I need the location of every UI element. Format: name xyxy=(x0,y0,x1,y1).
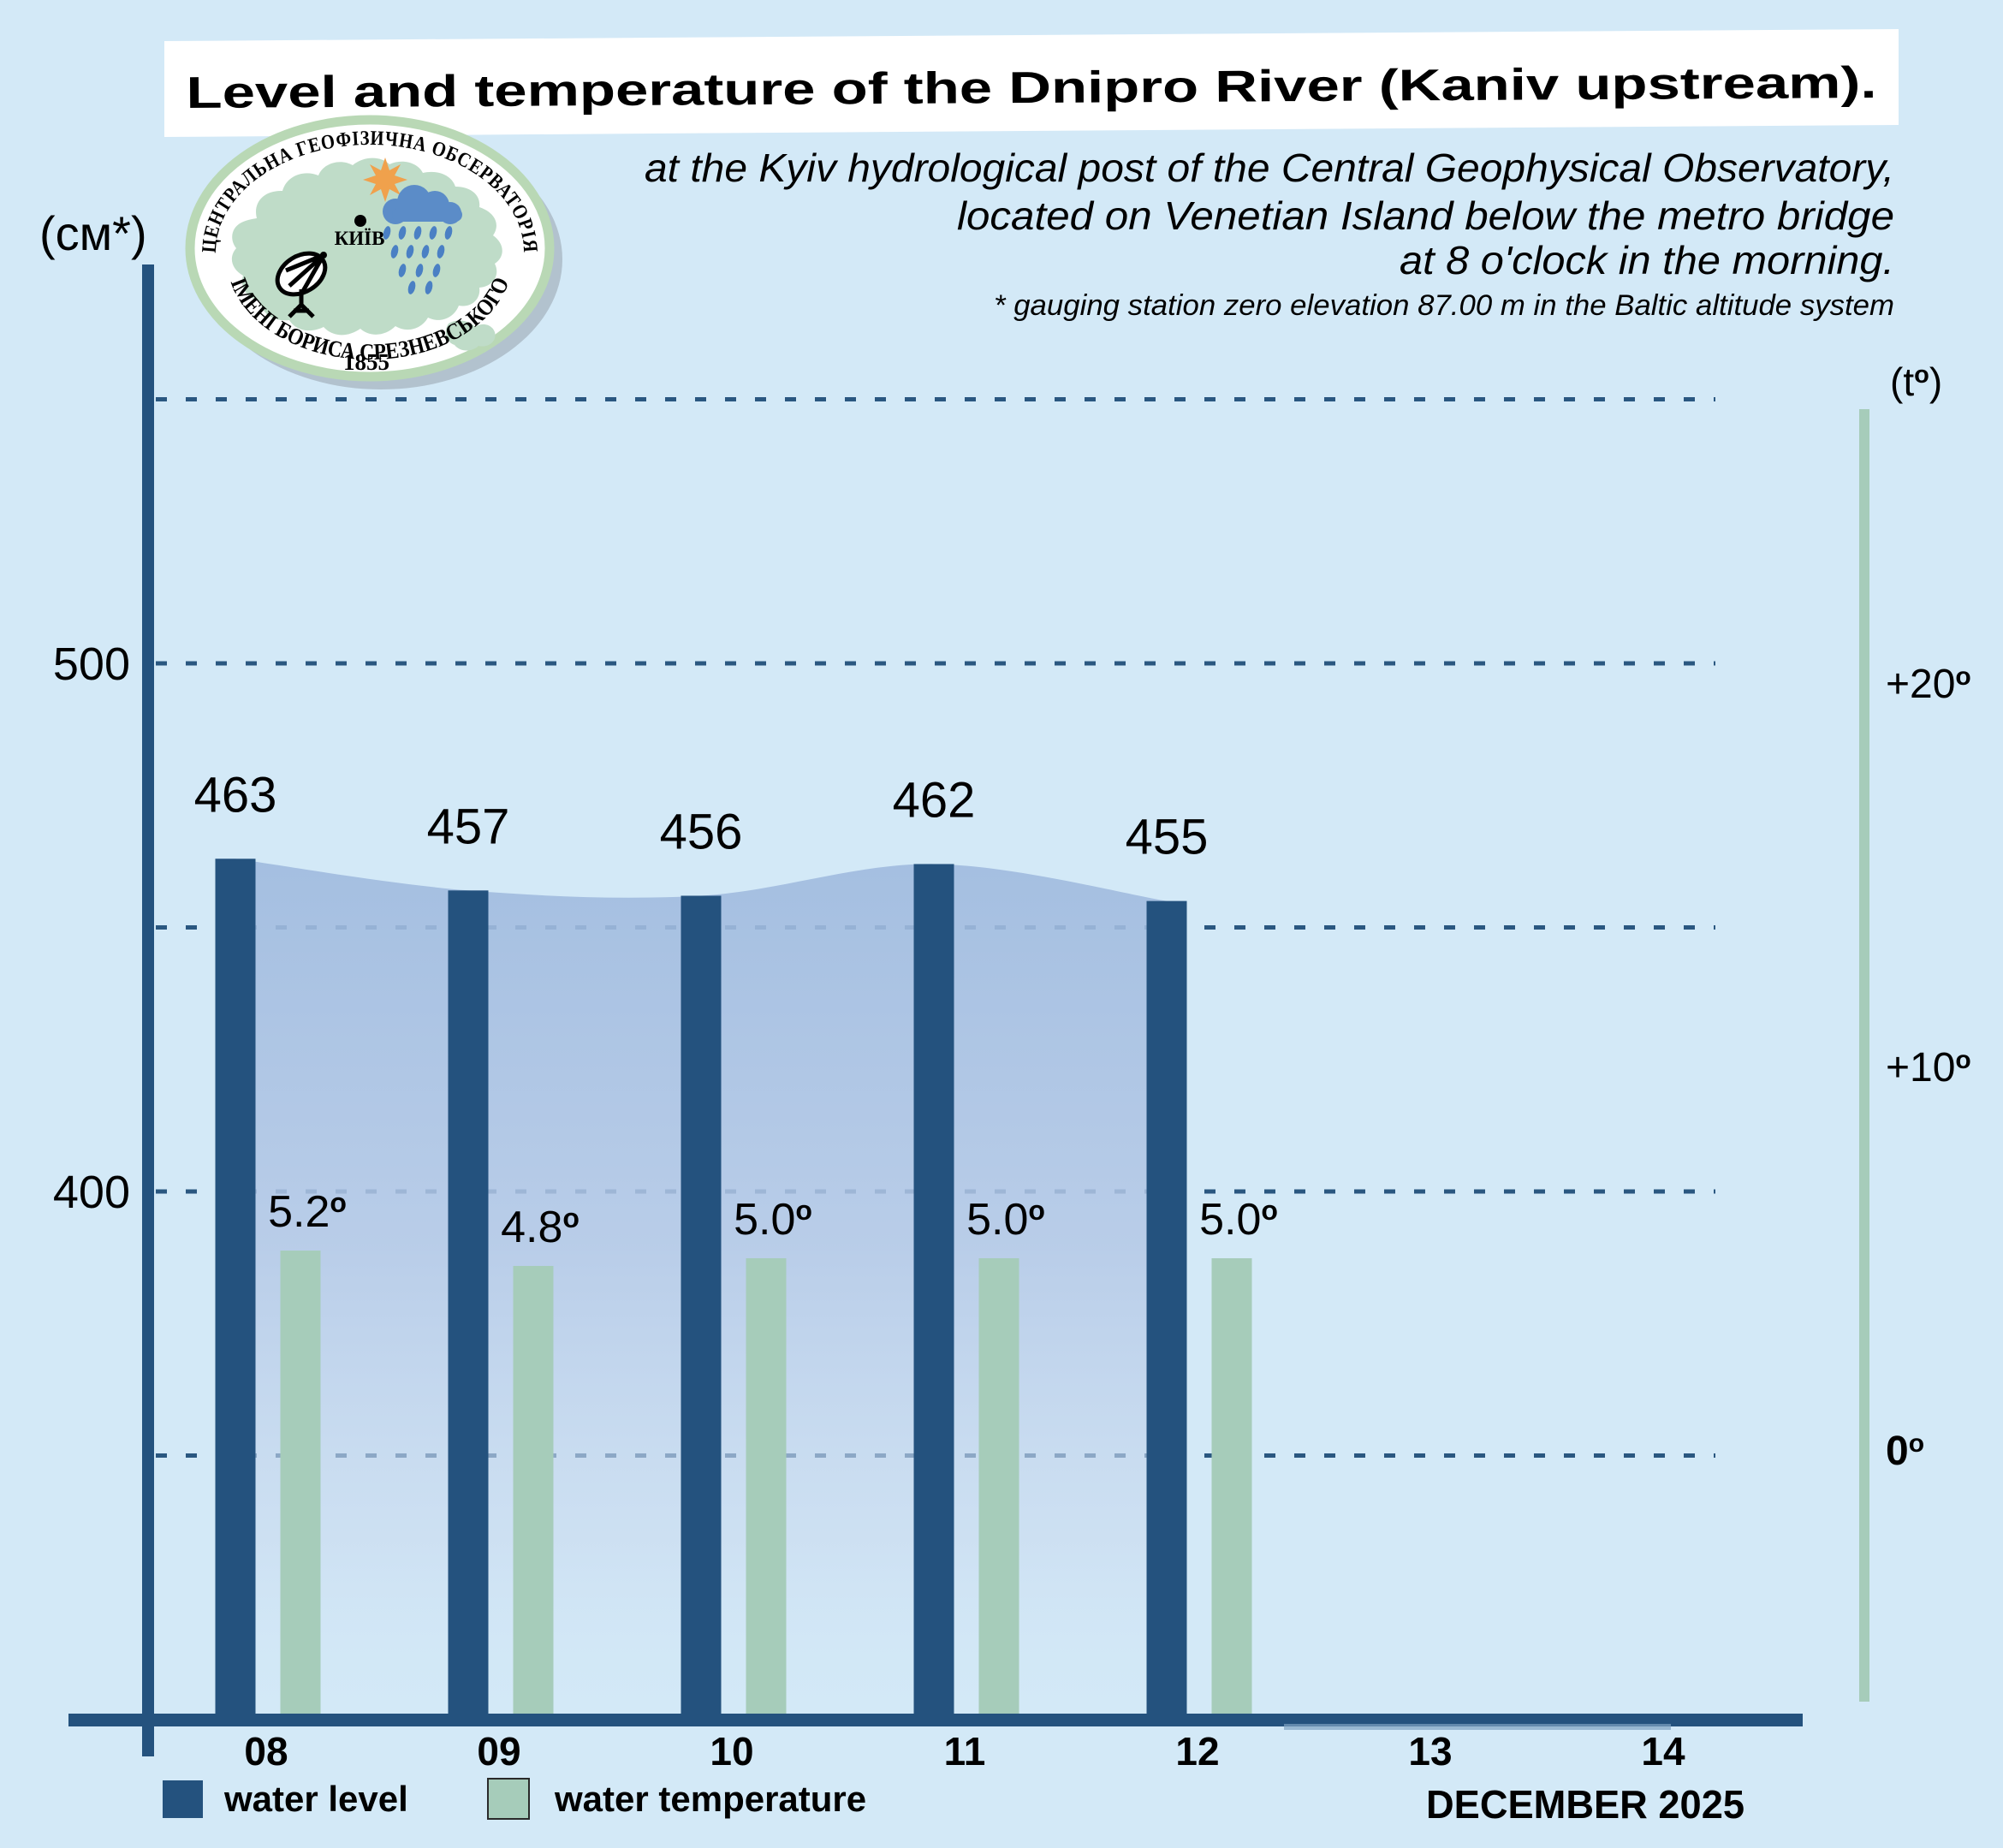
rain-drop xyxy=(429,226,437,240)
level-axis-unit: (см*) xyxy=(39,206,147,260)
rain-cloud-icon xyxy=(383,185,462,294)
kyiv-label: КИЇВ xyxy=(335,228,385,249)
rain-drops-icon xyxy=(383,226,453,294)
water-temperature-bar-10 xyxy=(746,1258,787,1720)
rain-drop xyxy=(421,245,430,258)
rain-drop xyxy=(398,264,407,277)
rain-drop xyxy=(407,281,416,294)
level-tick-label-500: 500 xyxy=(53,639,130,690)
water-temperature-bar-08 xyxy=(280,1251,321,1720)
water-temperature-value-11: 5.0o xyxy=(966,1195,1045,1245)
gauging-footnote: * gauging station zero elevation 87.00 m… xyxy=(994,289,1894,322)
observatory-logo: КИЇВ ЦЕНТРАЛЬНА ГЕОФІЗИЧНА ОБСЕРВАТОРІЯ … xyxy=(185,115,562,389)
legend-swatch-water-level xyxy=(163,1780,203,1818)
water-level-value-11: 462 xyxy=(893,772,976,828)
water-level-value-08: 463 xyxy=(194,767,277,823)
rain-drop xyxy=(390,245,399,258)
x-axis-line xyxy=(68,1714,1803,1726)
page-title: Level and temperature of the Dnipro Rive… xyxy=(186,58,1876,118)
x-axis-underline xyxy=(1284,1724,1671,1730)
month-label: DECEMBER 2025 xyxy=(1426,1782,1744,1827)
rain-drop xyxy=(413,226,422,240)
temp-axis-bar xyxy=(1859,409,1869,1702)
legend-label-water-temperature: water temperature xyxy=(554,1779,866,1819)
water-level-value-12: 455 xyxy=(1126,810,1209,865)
water-level-bar-11 xyxy=(913,864,954,1726)
rain-drop xyxy=(398,226,407,240)
water-level-bar-10 xyxy=(681,895,722,1726)
satellite-dish-icon xyxy=(275,251,328,318)
subtitle-line-3: at 8 o'clock in the morning. xyxy=(1400,238,1894,282)
temp-tick-label-20: +20o xyxy=(1886,662,1971,707)
subtitle: at the Kyiv hydrological post of the Cen… xyxy=(645,146,1894,322)
title-banner-background xyxy=(164,29,1899,137)
rain-drop xyxy=(415,264,424,277)
temp-tick-label-10: +10o xyxy=(1886,1045,1971,1090)
rain-drop xyxy=(406,245,414,258)
title-banner: Level and temperature of the Dnipro Rive… xyxy=(164,29,1899,137)
axes xyxy=(68,264,1869,1756)
x-tick-label-11: 11 xyxy=(944,1729,986,1774)
water-temperature-value-10: 5.0o xyxy=(734,1195,812,1245)
temp-tick-label-0: 0o xyxy=(1886,1429,1924,1474)
labels-layer: 463 5.2o 08 457 4.8o 09 456 5.0o 10 462 5.0o 11 455 5… xyxy=(53,639,1971,1774)
subtitle-line-2: located on Venetian Island below the met… xyxy=(957,193,1894,238)
x-tick-label-13: 13 xyxy=(1408,1729,1452,1774)
legend: water level water temperature xyxy=(163,1778,866,1820)
kyiv-dot xyxy=(354,215,366,227)
water-temperature-value-09: 4.8o xyxy=(501,1203,580,1252)
water-level-value-10: 456 xyxy=(660,804,743,859)
rain-drop xyxy=(444,226,453,240)
y-axis-line xyxy=(142,264,154,1756)
x-tick-label-10: 10 xyxy=(710,1729,753,1774)
water-temperature-bar-12 xyxy=(1211,1258,1252,1720)
bars-layer xyxy=(215,859,1252,1726)
rain-drop xyxy=(432,264,441,277)
x-tick-label-08: 08 xyxy=(244,1729,288,1774)
water-temperature-bar-09 xyxy=(513,1265,554,1720)
water-temperature-bar-11 xyxy=(978,1258,1019,1720)
legend-label-water-level: water level xyxy=(223,1779,408,1819)
water-level-value-09: 457 xyxy=(427,799,510,854)
subtitle-line-1: at the Kyiv hydrological post of the Cen… xyxy=(645,146,1894,190)
rain-drop xyxy=(425,281,433,294)
water-temperature-value-08: 5.2o xyxy=(268,1187,347,1237)
water-level-bar-12 xyxy=(1146,900,1187,1726)
water-level-bar-08 xyxy=(215,859,256,1726)
temp-axis-unit: (to) xyxy=(1890,359,1942,404)
water-level-bar-09 xyxy=(448,890,489,1726)
level-tick-label-400: 400 xyxy=(53,1167,130,1218)
legend-swatch-water-temperature xyxy=(487,1778,530,1820)
water-temperature-value-12: 5.0o xyxy=(1199,1195,1278,1245)
sun-icon xyxy=(363,157,407,202)
rain-drop xyxy=(437,245,445,258)
rain-drop xyxy=(383,226,391,240)
x-tick-label-12: 12 xyxy=(1175,1729,1219,1774)
x-tick-label-09: 09 xyxy=(477,1729,520,1774)
x-tick-label-14: 14 xyxy=(1641,1729,1685,1774)
logo-year: 1855 xyxy=(343,349,389,375)
